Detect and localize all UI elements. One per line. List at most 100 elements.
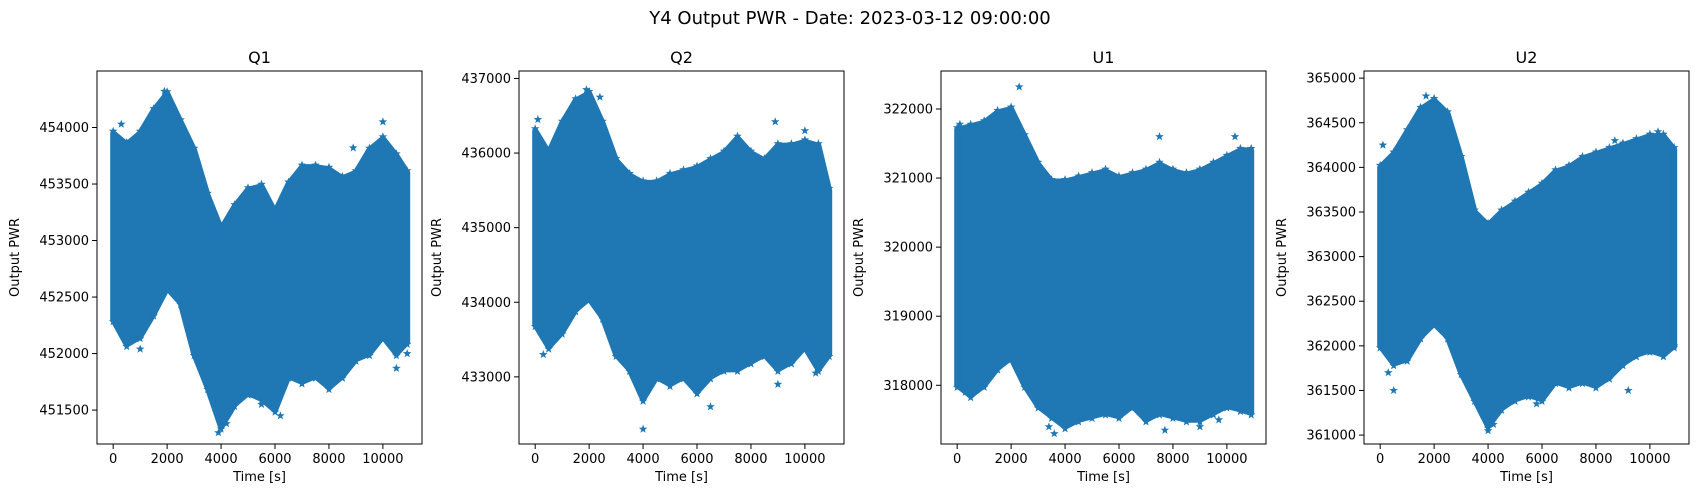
scatter-point — [1470, 396, 1479, 405]
scatter-point — [1605, 143, 1614, 152]
scatter-point — [230, 401, 239, 411]
scatter-point — [611, 352, 621, 361]
x-tick-label: 4000 — [205, 452, 238, 467]
scatter-point — [800, 126, 810, 135]
x-axis-label: Time [s] — [1076, 470, 1130, 485]
x-tick-label: 0 — [1376, 452, 1384, 467]
scatter-point — [1429, 321, 1439, 330]
scatter-point — [1375, 343, 1385, 352]
scatter-point — [1230, 132, 1240, 141]
y-tick-label: 361500 — [1306, 384, 1356, 399]
subplot-title: Q2 — [670, 48, 693, 67]
scatter-point — [1470, 205, 1479, 214]
scatter-point — [1141, 164, 1151, 173]
scatter-point — [773, 379, 783, 388]
scatter-point — [117, 119, 126, 128]
y-tick-label: 363500 — [1306, 205, 1356, 220]
x-tick-label: 4000 — [1472, 452, 1505, 467]
scatter-band — [110, 90, 411, 430]
scatter-point — [993, 365, 1002, 374]
scatter-point — [1510, 396, 1520, 405]
scatter-point — [800, 344, 810, 353]
y-tick-label: 365000 — [1306, 72, 1356, 87]
scatter-point — [1618, 361, 1628, 370]
scatter-series — [952, 82, 1256, 438]
y-tick-label: 453500 — [39, 178, 89, 193]
scatter-point — [1246, 143, 1256, 153]
scatter-point — [1389, 147, 1398, 156]
subplot-q2: 0 2000 4000 6000 8000 10000 433000 434000 435000… — [430, 48, 845, 485]
y-tick-label: 364500 — [1306, 116, 1356, 131]
scatter-point — [652, 374, 661, 383]
scatter-point — [230, 200, 239, 209]
scatter-point — [1483, 218, 1493, 227]
scatter-point — [1168, 413, 1178, 422]
scatter-point — [1074, 417, 1083, 426]
scatter-point — [625, 366, 634, 375]
scatter-point — [402, 166, 412, 175]
subplot-title: U1 — [1093, 48, 1115, 67]
axes-frame — [1363, 70, 1690, 445]
scatter-point — [276, 411, 285, 420]
scatter-point — [1669, 143, 1679, 152]
subplot-title: Q1 — [248, 48, 271, 67]
y-tick-label: 436000 — [461, 147, 511, 162]
scatter-point — [530, 322, 540, 331]
y-tick-label: 363000 — [1306, 250, 1356, 265]
scatter-point — [530, 124, 540, 133]
x-tick-label: 8000 — [1579, 452, 1612, 467]
scatter-point — [1087, 168, 1097, 177]
scatter-point — [338, 373, 347, 382]
scatter-point — [557, 329, 567, 338]
scatter-point — [1006, 355, 1016, 364]
scatter-point — [1456, 151, 1466, 161]
scatter-point — [1155, 157, 1164, 166]
y-tick-label: 319000 — [883, 310, 933, 325]
scatter-point — [770, 117, 780, 126]
scatter-point — [1564, 160, 1574, 169]
scatter-point — [571, 94, 580, 103]
scatter-point — [814, 366, 823, 375]
scatter-point — [378, 334, 388, 343]
scatter-point — [351, 356, 361, 365]
scatter-point — [979, 382, 989, 391]
scatter-point — [257, 399, 266, 409]
scatter-point — [189, 351, 199, 360]
scatter-point — [284, 373, 293, 382]
scatter-point — [1632, 352, 1641, 361]
scatter-point — [1578, 151, 1587, 161]
scatter-point — [706, 402, 715, 411]
x-tick-label: 0 — [109, 452, 117, 467]
y-axis-label: Output PWR — [852, 218, 867, 297]
scatter-point — [746, 146, 756, 155]
scatter-point — [1060, 175, 1070, 184]
scatter-point — [160, 86, 169, 95]
scatter-point — [1033, 157, 1043, 166]
subplot-u2: 0 2000 4000 6000 8000 10000 361000 361500 362000… — [1275, 48, 1690, 485]
scatter-point — [638, 424, 648, 433]
axes-frame — [96, 70, 423, 445]
scatter-point — [961, 387, 970, 396]
scatter-point — [800, 135, 810, 144]
scatter-point — [1101, 410, 1110, 419]
axes-frame — [518, 70, 845, 445]
scatter-point — [638, 176, 648, 185]
scatter-point — [679, 374, 688, 383]
scatter-point — [1591, 383, 1601, 392]
subplot-q1: 0 2000 4000 6000 8000 10000 451500 452000 452500… — [8, 48, 423, 485]
scatter-point — [270, 205, 280, 214]
y-tick-label: 433000 — [461, 370, 511, 385]
scatter-point — [746, 359, 756, 368]
scatter-point — [122, 342, 131, 351]
scatter-point — [206, 383, 215, 392]
scatter-point — [652, 176, 661, 185]
scatter-point — [1375, 160, 1385, 169]
scatter-point — [135, 334, 145, 343]
scatter-point — [297, 379, 307, 388]
scatter-point — [692, 161, 702, 170]
x-tick-label: 2000 — [1418, 452, 1451, 467]
scatter-series — [1375, 91, 1679, 435]
scatter-point — [1645, 129, 1655, 138]
x-axis-label: Time [s] — [654, 470, 708, 485]
